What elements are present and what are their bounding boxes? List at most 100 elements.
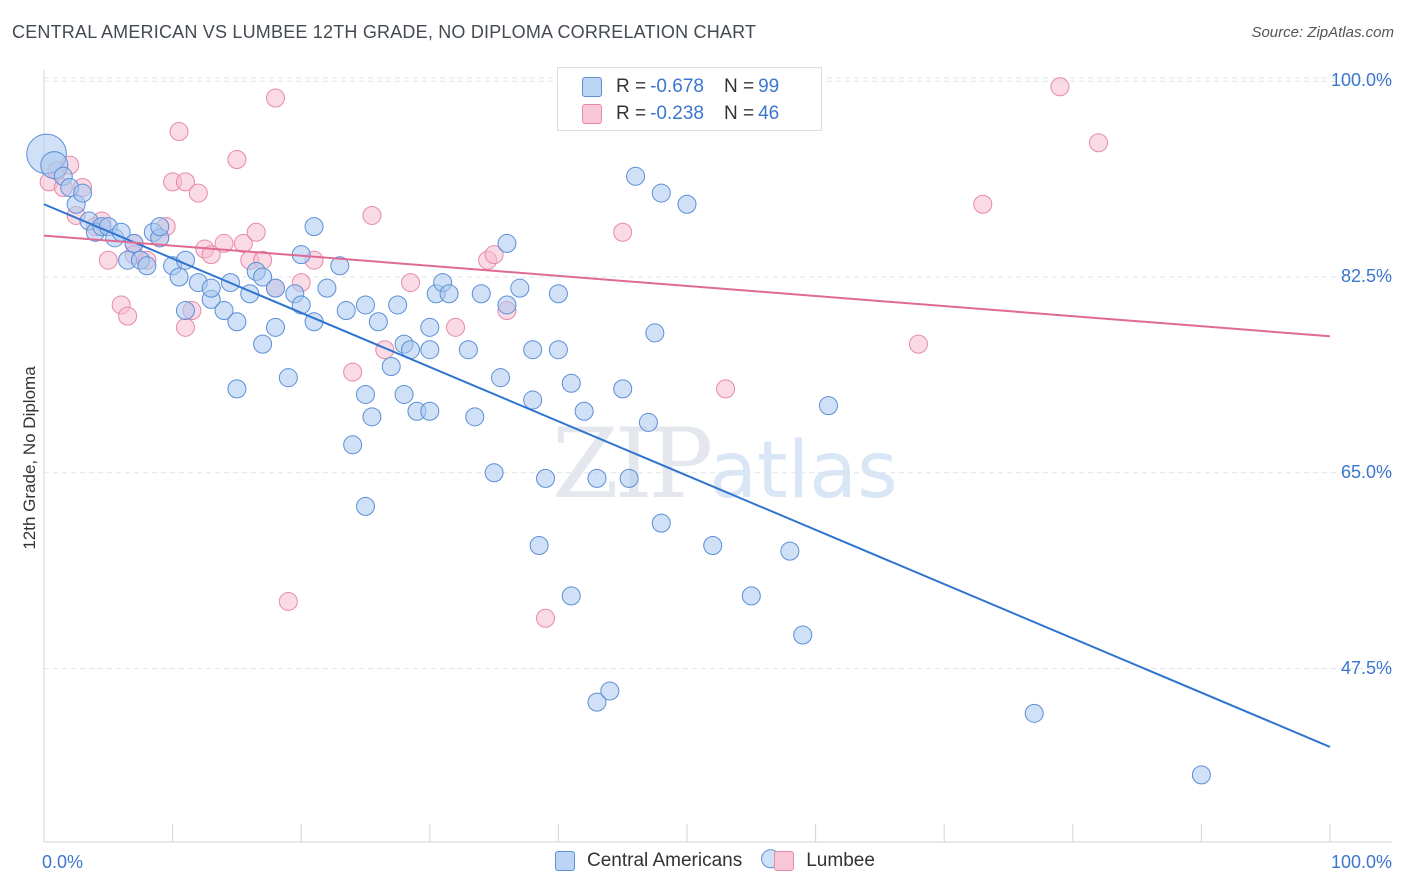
central-american-point xyxy=(253,267,273,287)
central-american-point xyxy=(587,468,607,488)
correlation-legend: R = -0.678 N = 99 R = -0.238 N = 46 xyxy=(557,67,822,131)
x-tick-label-min: 0.0% xyxy=(42,852,84,872)
r-label: R = xyxy=(616,103,647,124)
n-value: 99 xyxy=(758,76,780,97)
central-american-point xyxy=(523,390,543,410)
central-american-point xyxy=(497,233,517,253)
central-american-point xyxy=(388,295,408,315)
legend-item-lumbee[interactable]: Lumbee xyxy=(774,850,875,872)
central-american-point xyxy=(265,317,285,337)
central-american-point xyxy=(458,340,478,360)
y-tick-label: 47.5% xyxy=(1340,657,1392,678)
central-american-point xyxy=(420,401,440,421)
lumbee-point xyxy=(175,317,195,337)
lumbee-point xyxy=(536,608,556,628)
central-american-point xyxy=(626,166,646,186)
y-tick-label: 82.5% xyxy=(1340,265,1392,286)
lumbee-trendline xyxy=(43,234,1331,338)
central-american-point xyxy=(613,379,633,399)
lumbee-point xyxy=(98,250,118,270)
central-american-point xyxy=(420,317,440,337)
central-american-point xyxy=(278,368,298,388)
chart-title: CENTRAL AMERICAN VS LUMBEE 12TH GRADE, N… xyxy=(12,22,757,42)
y-tick-label: 100.0% xyxy=(1330,70,1392,91)
lumbee-point xyxy=(233,233,253,253)
central-american-point xyxy=(529,536,549,556)
central-american-point xyxy=(587,692,607,712)
central-american-point xyxy=(253,334,273,354)
lumbee-point xyxy=(908,334,928,354)
n-label: N = xyxy=(723,76,755,97)
central-american-point xyxy=(703,536,723,556)
central-american-point xyxy=(780,541,800,561)
lumbee-point xyxy=(175,172,195,192)
lumbee-point xyxy=(246,222,266,242)
central-american-point xyxy=(356,496,375,516)
n-value: 46 xyxy=(758,103,780,124)
central-american-point xyxy=(175,301,195,321)
central-american-point xyxy=(645,323,665,343)
lumbee-point xyxy=(613,222,633,242)
central-american-point xyxy=(651,183,671,203)
central-american-point xyxy=(497,295,517,315)
central-american-point xyxy=(548,340,568,360)
lumbee-point xyxy=(1089,133,1109,153)
central-american-trendline xyxy=(43,203,1331,748)
central-american-point xyxy=(1024,703,1044,723)
central-american-point xyxy=(484,463,504,483)
central-american-point xyxy=(510,278,530,298)
central-american-point xyxy=(471,284,491,304)
lumbee-point xyxy=(401,273,421,293)
lumbee-point xyxy=(343,362,363,382)
x-tick-label-max: 100.0% xyxy=(1330,852,1392,872)
central-american-point xyxy=(330,256,350,276)
lumbee-point xyxy=(484,245,504,265)
central-american-point xyxy=(150,217,170,237)
lumbee-point xyxy=(227,150,247,170)
central-american-point xyxy=(574,401,594,421)
central-american-point xyxy=(561,586,581,606)
legend-row-lumbee: R = -0.238 N = 46 xyxy=(582,101,779,127)
legend-item-central-americans[interactable]: Central Americans xyxy=(555,850,742,872)
central-american-point xyxy=(600,681,620,701)
central-american-point xyxy=(523,340,543,360)
lumbee-point xyxy=(201,245,221,265)
watermark-zip: ZIP xyxy=(552,408,713,520)
source-credit: Source: ZipAtlas.com xyxy=(1251,24,1394,41)
central-american-point xyxy=(356,384,375,404)
central-american-point xyxy=(420,340,440,360)
central-american-point xyxy=(214,301,234,321)
central-american-point xyxy=(356,295,375,315)
central-american-point xyxy=(343,435,363,455)
legend-swatch-pink xyxy=(582,104,602,124)
watermark: ZIPatlas xyxy=(552,408,898,520)
central-american-point xyxy=(265,278,285,298)
y-tick-label: 65.0% xyxy=(1340,461,1392,482)
central-american-point xyxy=(291,295,311,315)
central-american-point xyxy=(677,194,697,214)
central-american-point xyxy=(465,407,485,427)
central-american-point xyxy=(227,379,247,399)
lumbee-point xyxy=(278,591,298,611)
lumbee-point xyxy=(362,205,382,225)
central-american-point xyxy=(227,312,247,332)
n-label: N = xyxy=(723,103,755,124)
central-american-point xyxy=(536,468,556,488)
central-american-point xyxy=(394,384,414,404)
central-american-point xyxy=(169,267,189,287)
central-american-point xyxy=(381,356,401,376)
central-american-point xyxy=(317,278,337,298)
legend-label: Central Americans xyxy=(587,850,743,871)
legend-swatch-pink xyxy=(774,851,795,871)
legend-row-central-americans: R = -0.678 N = 99 xyxy=(582,74,779,100)
central-american-point xyxy=(818,396,838,416)
central-american-point xyxy=(793,625,813,645)
legend-label: Lumbee xyxy=(806,850,875,871)
central-american-point xyxy=(336,301,356,321)
central-american-point xyxy=(304,217,324,237)
central-american-point xyxy=(439,284,459,304)
central-american-point xyxy=(638,412,658,432)
central-american-point xyxy=(651,513,671,533)
legend-swatch-blue xyxy=(582,77,602,97)
